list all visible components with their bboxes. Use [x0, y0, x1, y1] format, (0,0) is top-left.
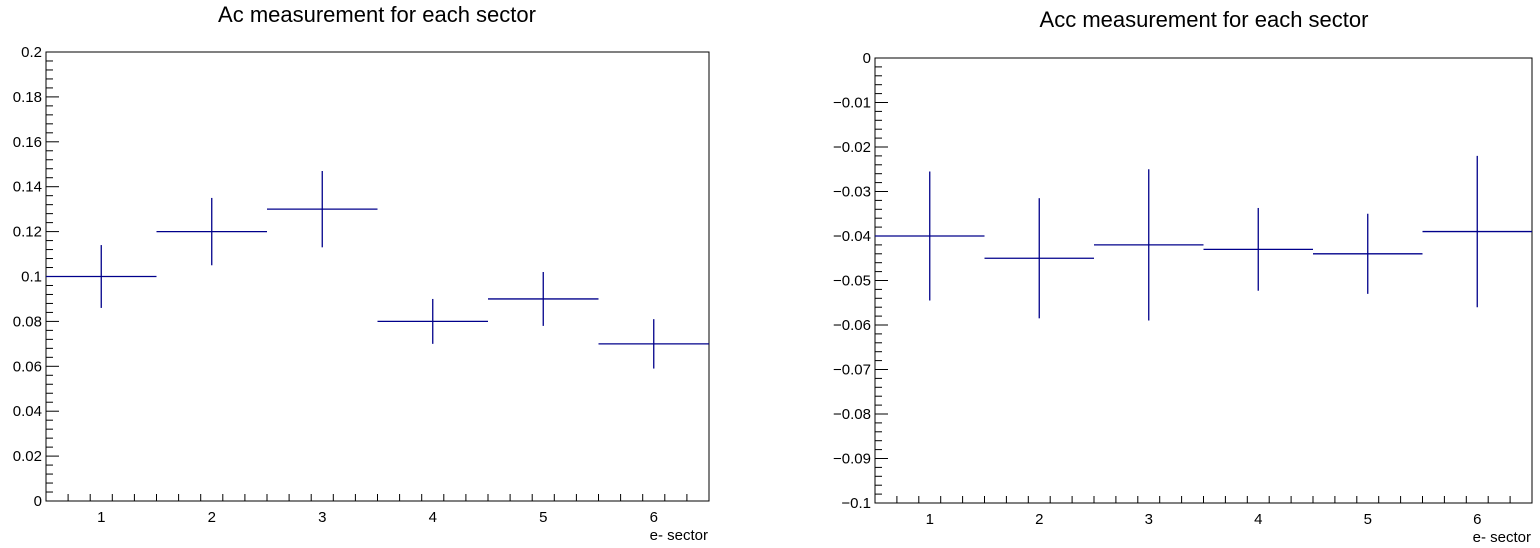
y-tick-label: −0.07	[833, 362, 871, 379]
x-axis-label: e- sector	[1473, 529, 1531, 546]
y-tick-label: 0.04	[13, 403, 42, 420]
y-tick-label: −0.02	[833, 139, 871, 156]
x-tick-label: 6	[650, 509, 658, 526]
x-tick-label: 1	[926, 511, 934, 528]
y-tick-label: −0.08	[833, 406, 871, 423]
y-tick-label: 0.06	[13, 358, 42, 375]
data-point	[1203, 207, 1313, 291]
y-tick-label: 0	[863, 50, 871, 67]
data-point	[875, 171, 985, 301]
chart-acc-measurement: Acc measurement for each sector e- secto…	[833, 7, 1533, 546]
y-tick-label: −0.01	[833, 95, 871, 112]
x-tick-label: 4	[429, 509, 437, 526]
y-tick-label: 0.1	[21, 269, 42, 286]
y-tick-label: 0.18	[13, 89, 42, 106]
y-tick-label: 0.2	[21, 44, 42, 61]
y-tick-label: −0.05	[833, 273, 871, 290]
y-tick-label: 0.08	[13, 313, 42, 330]
chart-ac-measurement: Ac measurement for each sector e- sector…	[13, 2, 710, 544]
plot-frame	[874, 57, 1533, 504]
y-tick-label: −0.06	[833, 317, 871, 334]
x-tick-label: 2	[208, 509, 216, 526]
data-point	[488, 272, 599, 326]
data-point	[377, 298, 488, 344]
x-tick-label: 1	[97, 509, 105, 526]
chart-title: Ac measurement for each sector	[218, 2, 536, 27]
y-tick-label: 0.12	[13, 224, 42, 241]
y-tick-label: 0.02	[13, 448, 42, 465]
data-point	[598, 319, 709, 369]
data-point	[1313, 213, 1423, 294]
x-tick-label: 5	[539, 509, 547, 526]
x-tick-label: 6	[1473, 511, 1481, 528]
data-point	[156, 197, 267, 266]
chart-title: Acc measurement for each sector	[1040, 7, 1369, 32]
data-point	[267, 170, 378, 248]
y-tick-label: 0.14	[13, 179, 42, 196]
x-tick-label: 5	[1364, 511, 1372, 528]
x-tick-label: 3	[318, 509, 326, 526]
data-point	[1422, 155, 1532, 308]
data-point	[46, 245, 157, 308]
y-tick-label: −0.04	[833, 228, 871, 245]
x-tick-label: 4	[1254, 511, 1262, 528]
data-point	[984, 198, 1094, 319]
y-tick-label: −0.1	[841, 495, 871, 512]
y-tick-label: −0.03	[833, 184, 871, 201]
y-tick-label: 0.16	[13, 134, 42, 151]
data-point	[1094, 169, 1204, 321]
x-tick-label: 3	[1145, 511, 1153, 528]
y-tick-label: −0.09	[833, 451, 871, 468]
x-tick-label: 2	[1035, 511, 1043, 528]
x-axis-label: e- sector	[650, 527, 708, 544]
y-tick-label: 0	[34, 493, 42, 510]
